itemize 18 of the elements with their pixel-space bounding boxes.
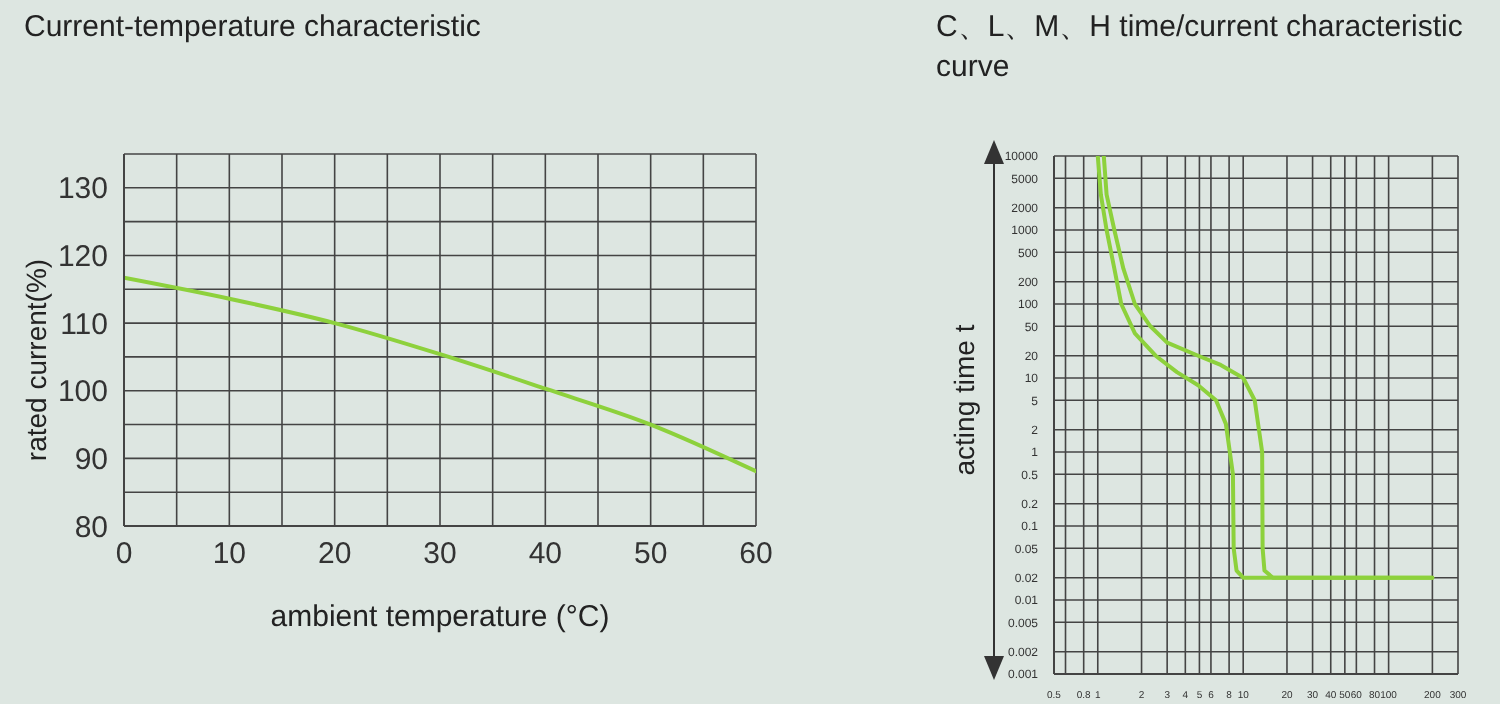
x-axis-title: ambient temperature (°C) [270, 600, 610, 634]
y-axis-title: rated current(%) [19, 258, 52, 462]
x-tick-label: 20 [317, 537, 352, 572]
x-tick-label: 50 [633, 537, 668, 572]
y-tick-label: 120 [57, 240, 108, 275]
x-tick-label: 30 [423, 537, 457, 572]
x-tick-label: 0 [115, 537, 133, 572]
y-tick-label: 130 [57, 172, 108, 207]
x-tick-label: 40 [528, 537, 563, 572]
y-tick-label: 80 [74, 510, 108, 545]
y-axis-title: acting time t [948, 324, 980, 476]
y-tick-label: 90 [74, 443, 108, 478]
y-tick-label: 100 [57, 375, 108, 410]
chart-title: C、L、M、H time/current characteristic curve [936, 8, 1465, 88]
x-tick-label: 10 [212, 537, 247, 572]
y-tick-label: 110 [60, 307, 108, 342]
chart-title: Current-temperature characteristic [24, 8, 483, 48]
x-tick-label: 60 [739, 537, 773, 572]
